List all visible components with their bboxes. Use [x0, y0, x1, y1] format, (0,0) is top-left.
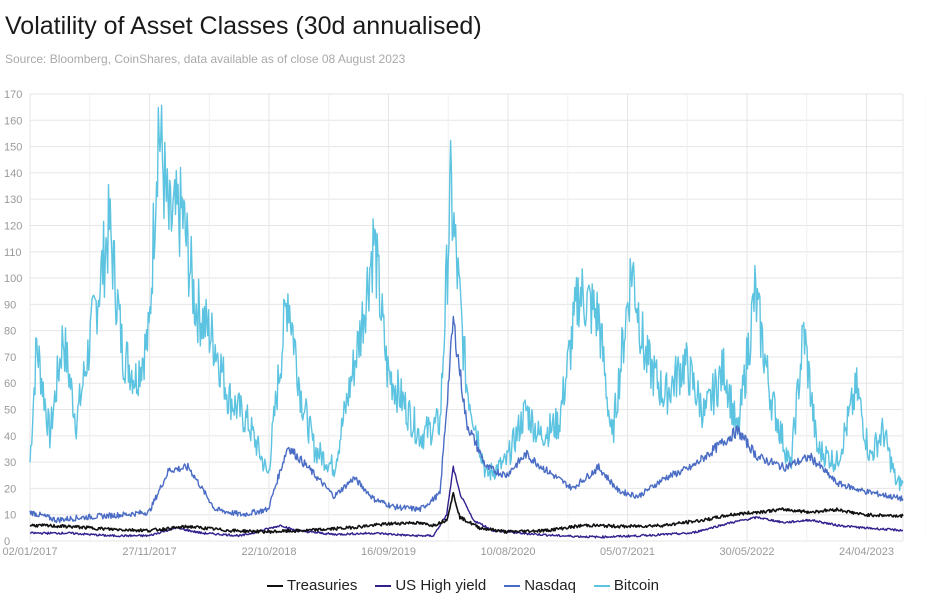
y-tick-label: 60	[4, 378, 16, 390]
y-tick-label: 80	[4, 326, 16, 338]
legend-swatch	[375, 584, 392, 587]
chart-legend: Treasuries US High yield Nasdaq Bitcoin	[0, 577, 926, 594]
legend-label: Nasdaq	[524, 577, 576, 594]
legend-label: Bitcoin	[613, 577, 659, 594]
y-tick-label: 120	[4, 220, 22, 232]
y-tick-label: 90	[4, 299, 16, 311]
y-tick-label: 140	[4, 168, 22, 180]
legend-swatch	[504, 584, 521, 587]
y-tick-label: 30	[4, 457, 16, 469]
grid-lines	[29, 93, 926, 542]
x-tick-label: 02/01/2017	[2, 546, 57, 558]
chart-title: Volatility of Asset Classes (30d annuali…	[5, 12, 482, 40]
legend-item: Treasuries	[267, 577, 357, 594]
series-line-us-high-yield	[30, 465, 903, 539]
y-tick-label: 0	[4, 536, 10, 548]
x-tick-label: 27/11/2017	[122, 546, 176, 558]
x-tick-label: 22/10/2018	[241, 546, 296, 558]
x-tick-label: 05/07/2021	[600, 546, 655, 558]
legend-item: US High yield	[375, 577, 486, 594]
x-tick-label: 16/09/2019	[361, 546, 416, 558]
legend-label: US High yield	[395, 577, 487, 594]
y-tick-label: 40	[4, 431, 16, 443]
y-tick-label: 20	[4, 483, 16, 495]
series-line-nasdaq	[29, 315, 904, 524]
y-tick-label: 150	[4, 142, 22, 154]
legend-item: Nasdaq	[504, 577, 576, 594]
y-tick-label: 170	[4, 89, 22, 101]
legend-swatch	[267, 584, 284, 587]
y-tick-label: 100	[4, 273, 22, 285]
y-tick-label: 50	[4, 405, 16, 417]
legend-item: Bitcoin	[593, 577, 659, 594]
legend-swatch	[593, 584, 610, 587]
series-lines	[29, 104, 904, 539]
y-tick-label: 130	[4, 194, 22, 206]
legend-label: Treasuries	[287, 577, 358, 594]
series-line-treasuries	[29, 491, 904, 534]
y-tick-label: 110	[4, 247, 22, 259]
series-line-bitcoin	[29, 104, 904, 492]
y-tick-label: 70	[4, 352, 16, 364]
y-axis: 0 10 20 30 40 50 60 70 80 90 100 110 120 130 140 150 160…	[4, 89, 22, 548]
y-tick-label: 160	[4, 115, 22, 127]
x-tick-label: 30/05/2022	[719, 546, 774, 558]
x-tick-label: 10/08/2020	[480, 546, 535, 558]
x-axis: 02/01/2017 27/11/2017 22/10/2018 16/09/2019…	[2, 546, 894, 558]
x-tick-label: 24/04/2023	[839, 546, 894, 558]
y-tick-label: 10	[4, 510, 16, 522]
chart-subtitle: Source: Bloomberg, CoinShares, data avai…	[5, 52, 406, 66]
